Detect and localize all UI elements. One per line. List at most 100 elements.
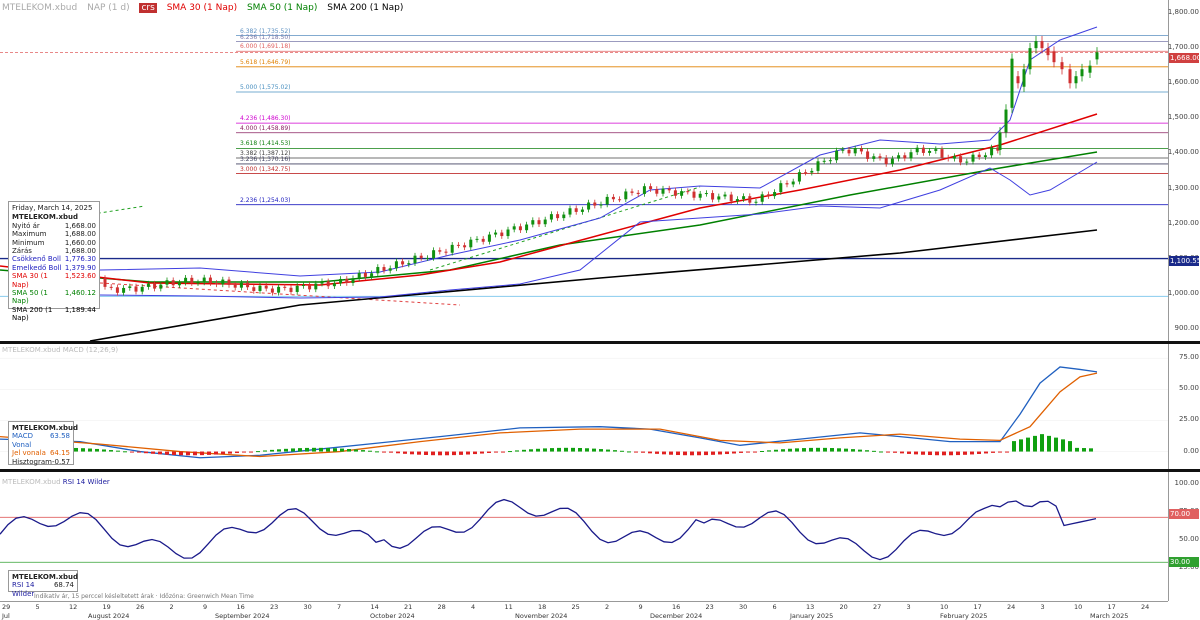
candle-body [1022,69,1026,87]
pane-divider[interactable] [0,469,1200,472]
x-axis-day: 2 [169,603,174,611]
boll-lower-line [99,161,1098,299]
indicator-sma200[interactable]: SMA 200 (1 Nap) [327,3,404,13]
histogram-bar [221,451,225,455]
macd-info-label: Hisztogram [12,457,52,466]
candle-body [717,196,721,200]
indicator-sma50[interactable]: SMA 50 (1 Nap) [246,3,318,13]
pane-divider[interactable] [0,341,1200,344]
candle-body [655,189,659,194]
candle-body [363,272,367,277]
price-axis-label: 1,200.00 [1167,218,1199,227]
histogram-bar [669,451,673,455]
candle-body [153,283,157,289]
macd-chart[interactable] [0,344,1168,469]
candle-body [146,283,150,287]
histogram-bar [102,449,106,452]
rsi-title: MTELEKOM.xbud RSI 14 Wilder [2,478,110,486]
timeframe-label[interactable]: NAP (1 d) [87,3,130,13]
indicator-sma30[interactable]: SMA 30 (1 Nap) [166,3,238,13]
histogram-bar [508,451,512,453]
x-axis-day: 7 [337,603,342,611]
x-axis-day: 28 [437,603,446,611]
candle-body [481,238,485,242]
candle-body [568,208,572,215]
macd-axis-label: 75.00 [1178,353,1199,362]
candle-body [370,273,374,277]
info-row-label: Maximum [12,230,47,239]
histogram-bar [522,449,526,452]
chart-header: MTELEKOM.xbud NAP (1 d) crs SMA 30 (1 Na… [0,0,1168,16]
price-axis[interactable]: 1,800.00 1,700.00 1,600.00 1,500.00 1,400.00… [1168,0,1200,341]
x-axis-day: 21 [404,603,413,611]
histogram-bar [767,450,771,452]
candle-body [580,209,584,212]
price-info-box: Friday, March 14, 2025 MTELEKOM.xbud Nyi… [8,201,100,322]
histogram-bar [179,451,183,456]
price-axis-label: 1,500.00 [1167,113,1199,122]
price-axis-label: 1,700.00 [1167,43,1199,52]
x-axis-month: August 2024 [88,612,130,620]
candle-body [562,214,566,219]
histogram-bar [564,447,568,452]
histogram-bar [830,448,834,452]
boll-upper-line [99,26,1098,277]
rsi-title-symbol: MTELEKOM.xbud [2,478,61,486]
macd-axis[interactable]: 75.00 50.00 25.00 0.00 [1168,344,1200,469]
macd-info-row: Hisztogram -0.57 [12,458,70,466]
histogram-bar [333,448,337,452]
rsi-axis-label: 50.00 [1178,534,1199,543]
histogram-bar [865,450,869,452]
histogram-bar [900,451,904,454]
symbol-label[interactable]: MTELEKOM.xbud [2,3,78,13]
histogram-bar [872,450,876,452]
candle-body [376,267,380,274]
x-axis-day: 2 [605,603,610,611]
histogram-bar [893,451,897,453]
histogram-bar [200,451,204,456]
macd-title: MTELEKOM.xbud MACD (12,26,9) [2,346,119,354]
crs-badge[interactable]: crs [139,3,157,13]
candle-body [729,194,733,202]
info-row: Emelkedő Boll 1,379.90 [12,264,96,272]
rsi-chart[interactable] [0,472,1168,601]
fib-label: 5.618 (1,646.79) [240,58,291,66]
histogram-bar [795,448,799,452]
time-axis[interactable]: 29 5 12 19 26 2 9 16 23 30 7 14 21 28 4 11 18 25 2 9 16 23 30 6… [0,601,1168,620]
candle-body [636,192,640,194]
histogram-bar [739,451,743,453]
candle-body [611,196,615,200]
histogram-bar [228,451,232,454]
histogram-bar [291,448,295,452]
histogram-bar [529,449,533,452]
price-axis-label: 1,800.00 [1167,8,1199,17]
fib-label: 4.236 (1,486.30) [240,115,291,123]
candle-body [382,267,386,271]
info-row: SMA 50 (1 Nap) 1,460.12 [12,289,96,306]
candle-body [1016,76,1020,84]
histogram-bar [886,451,890,453]
histogram-bar [81,448,85,452]
x-axis-month: November 2024 [515,612,568,620]
candle-body [903,155,907,159]
fib-label: 3.000 (1,342.75) [240,165,291,173]
candle-body [140,286,144,292]
candle-body [686,191,690,193]
rsi-title-label: RSI 14 Wilder [62,478,110,486]
x-axis-day: 17 [1107,603,1116,611]
histogram-bar [949,451,953,456]
histogram-bar [620,450,624,452]
histogram-bar [144,451,148,454]
histogram-bar [1033,435,1037,452]
info-row-value: 1,460.12 [64,289,96,298]
fib-label: 6.000 (1,691.18) [240,43,291,51]
candle-body [816,161,820,171]
price-chart[interactable] [0,0,1168,341]
candle-body [748,196,752,203]
info-row-label: Emelkedő Boll [12,263,62,272]
histogram-bar [417,451,421,455]
x-axis-day: 24 [1141,603,1150,611]
sma200-line [89,229,1098,341]
candle-body [760,194,764,202]
